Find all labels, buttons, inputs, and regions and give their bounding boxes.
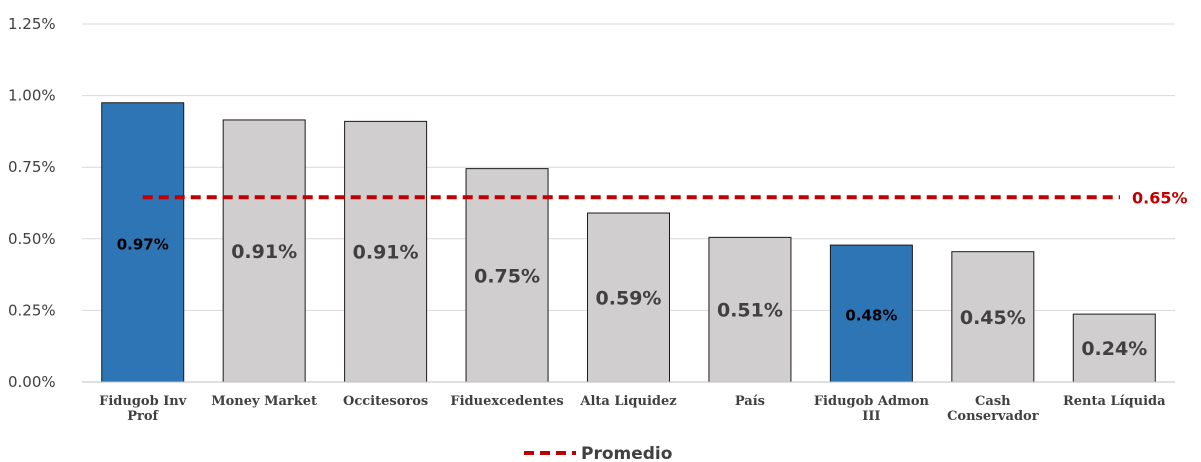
y-axis-ticks: 0.00% 0.25% 0.50% 0.75% 1.00% 1.25% bbox=[8, 15, 56, 391]
data-label: 0.45% bbox=[960, 307, 1026, 329]
bar bbox=[708, 236, 792, 383]
data-label: 0.51% bbox=[717, 300, 783, 322]
bar bbox=[465, 168, 549, 383]
data-label: 0.91% bbox=[353, 242, 419, 264]
x-axis-categories: Fidugob Inv Prof Money Market Occitesoros Fi… bbox=[99, 394, 1166, 424]
x-tick-label: País bbox=[735, 394, 765, 409]
average-value-label: 0.65% bbox=[1132, 188, 1188, 207]
data-label: 0.97% bbox=[117, 235, 169, 253]
bar bbox=[344, 120, 428, 383]
data-label: 0.24% bbox=[1081, 338, 1147, 360]
y-tick-label: 0.75% bbox=[8, 158, 56, 176]
legend-label-promedio: Promedio bbox=[581, 444, 672, 462]
bar bbox=[951, 251, 1035, 383]
bar bbox=[101, 102, 185, 383]
x-tick-label: Cash Conservador bbox=[947, 394, 1039, 424]
y-tick-label: 1.00% bbox=[8, 87, 56, 105]
y-tick-label: 0.25% bbox=[8, 301, 56, 319]
x-tick-label: Renta Líquida bbox=[1063, 394, 1166, 409]
bar bbox=[829, 244, 913, 383]
legend: Promedio bbox=[524, 444, 672, 462]
bar bbox=[1072, 313, 1156, 383]
x-tick-label: Occitesoros bbox=[343, 394, 428, 409]
bars bbox=[101, 102, 1156, 383]
y-tick-label: 1.25% bbox=[8, 15, 56, 33]
bar bbox=[587, 212, 670, 383]
x-tick-label: Fiduexcedentes bbox=[450, 394, 563, 409]
y-tick-label: 0.50% bbox=[8, 230, 56, 248]
x-tick-label: Fidugob Inv Prof bbox=[99, 394, 187, 424]
data-label: 0.75% bbox=[474, 265, 540, 287]
data-label: 0.59% bbox=[596, 288, 662, 310]
x-tick-label: Alta Liquidez bbox=[579, 394, 676, 409]
x-tick-label: Money Market bbox=[211, 394, 317, 409]
data-label: 0.91% bbox=[231, 241, 297, 263]
data-labels: 0.97% 0.91% 0.91% 0.75% 0.59% 0.51% 0.48% 0.45%… bbox=[117, 235, 1148, 360]
y-tick-label: 0.00% bbox=[8, 373, 56, 391]
x-tick-label: Fidugob Admon III bbox=[814, 394, 930, 424]
data-label: 0.48% bbox=[845, 307, 897, 325]
